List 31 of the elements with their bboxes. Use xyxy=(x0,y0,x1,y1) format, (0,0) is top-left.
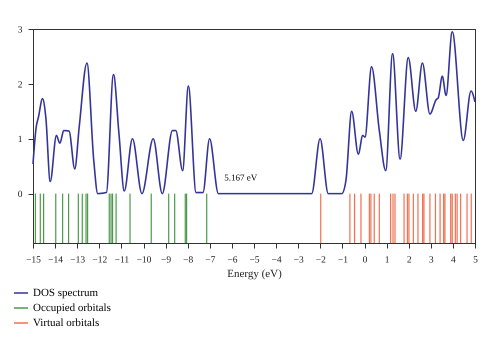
x-tick-label: −15 xyxy=(26,256,42,266)
x-tick-label: −6 xyxy=(227,256,238,266)
x-tick-label: −2 xyxy=(316,256,326,266)
x-tick-label: 2 xyxy=(406,256,412,266)
x-tick-label: 0 xyxy=(362,256,368,266)
y-tick-label: 2 xyxy=(18,80,23,90)
y-tick-label: 3 xyxy=(18,26,23,36)
x-tick-label: −7 xyxy=(205,256,216,266)
x-tick-label: 4 xyxy=(451,256,456,266)
x-tick-label: −14 xyxy=(48,256,64,266)
legend-label: Occupied orbitals xyxy=(33,302,111,314)
x-tick-label: −4 xyxy=(272,256,282,266)
x-tick-label: −11 xyxy=(114,256,130,266)
x-tick-label: −8 xyxy=(183,256,194,266)
annotation: 5.167 eV xyxy=(224,172,258,183)
x-tick-label: 5 xyxy=(473,256,478,266)
y-tick-label: 0 xyxy=(18,190,23,200)
x-axis-title: Energy (eV) xyxy=(227,268,282,280)
legend-label: Virtual orbitals xyxy=(33,317,100,329)
x-tick-label: 1 xyxy=(384,256,390,266)
x-tick-label: −12 xyxy=(92,256,108,266)
x-tick-label: −1 xyxy=(338,256,348,266)
x-tick-label: 3 xyxy=(428,256,434,266)
x-tick-label: −9 xyxy=(161,256,172,266)
x-tick-label: −13 xyxy=(70,256,86,266)
y-tick-label: 1 xyxy=(18,135,23,146)
x-tick-label: −10 xyxy=(136,256,152,266)
x-tick-label: −5 xyxy=(249,256,260,266)
x-tick-label: −3 xyxy=(294,256,304,266)
legend-label: DOS spectrum xyxy=(33,287,99,299)
line-series xyxy=(32,30,476,194)
